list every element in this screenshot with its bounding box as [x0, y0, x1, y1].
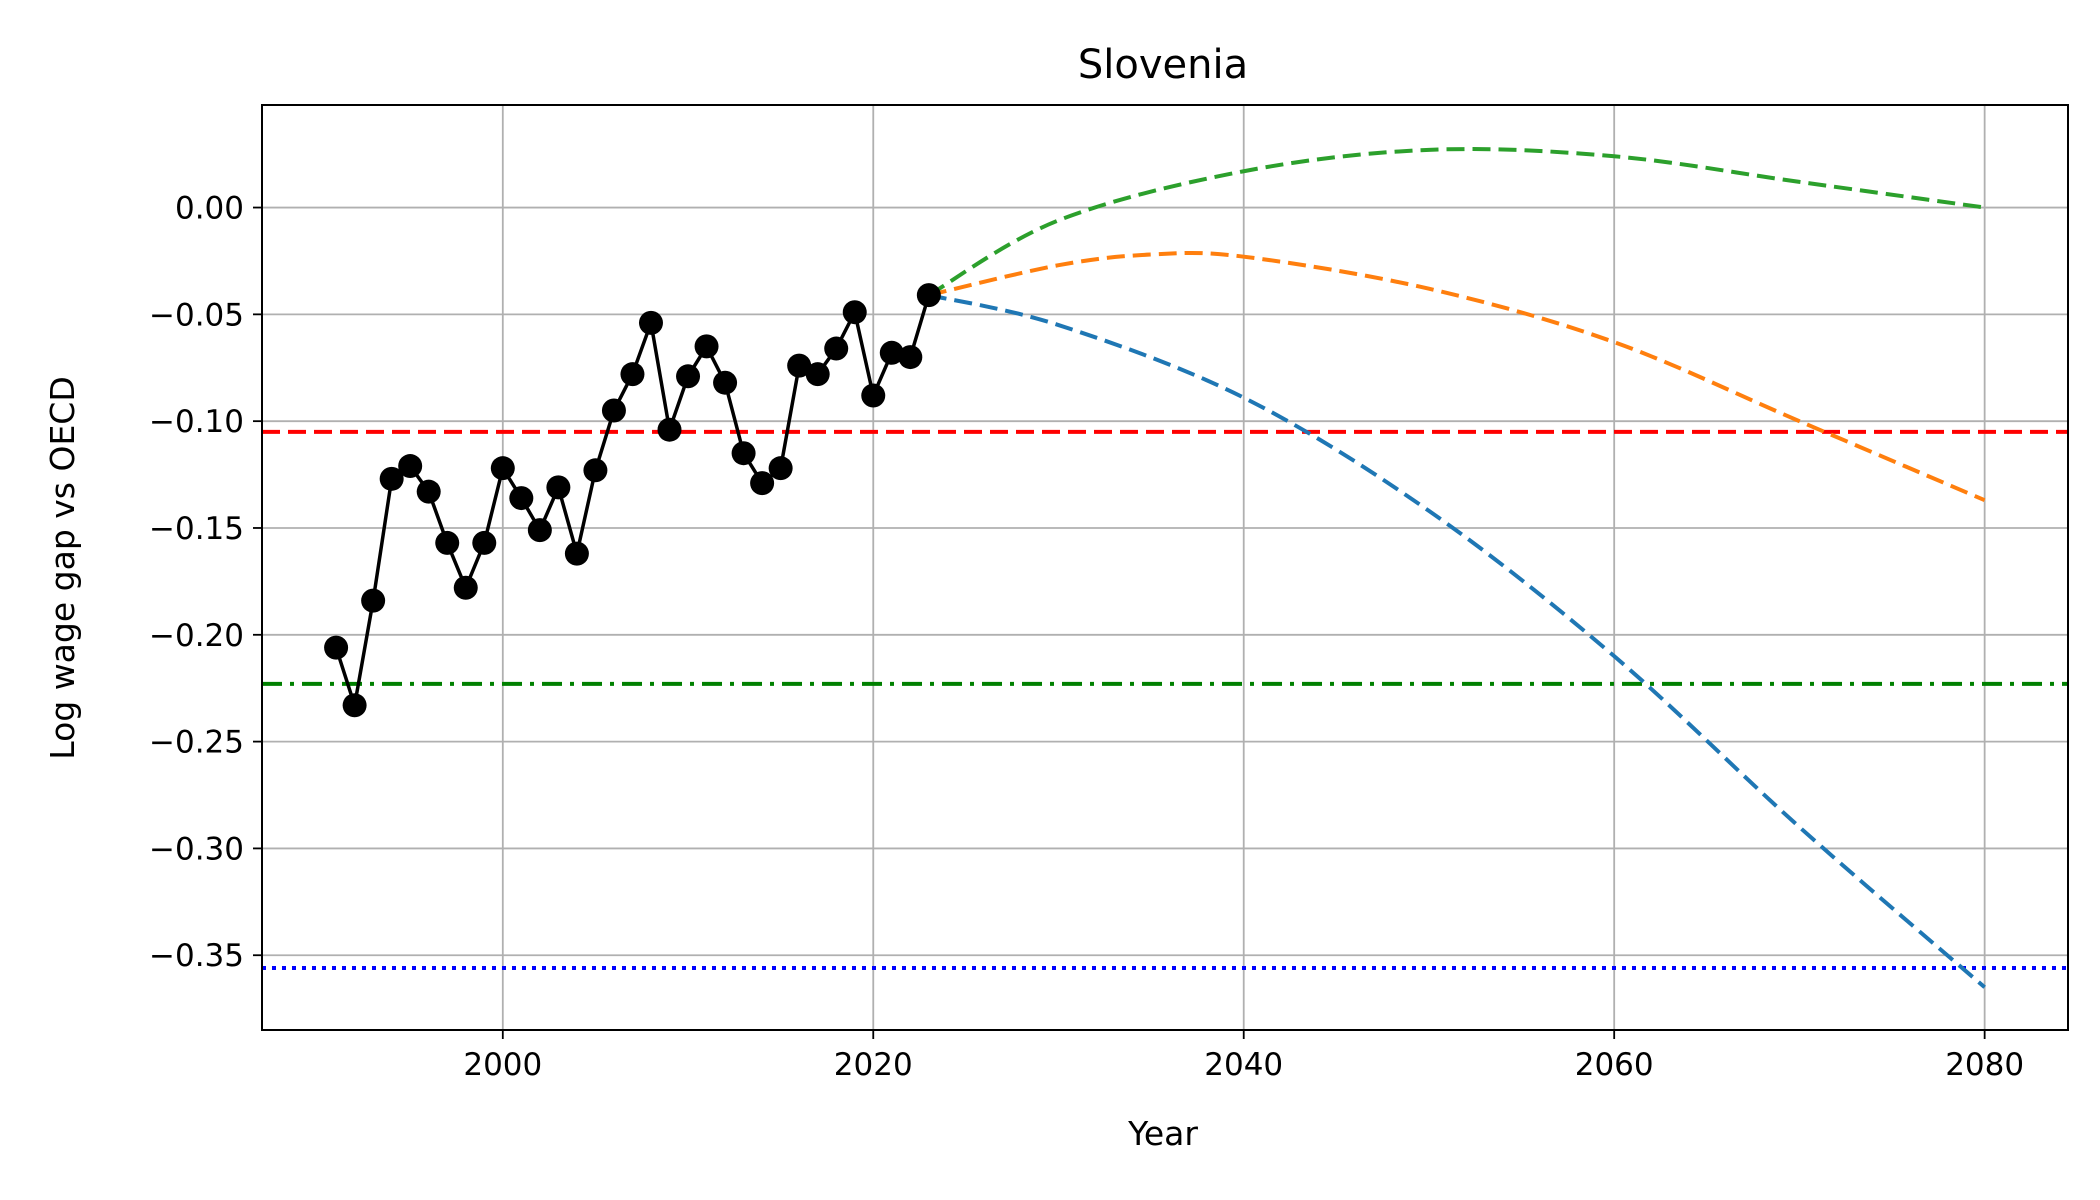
observed-data-point: [583, 458, 608, 483]
x-tick-label: 2000: [463, 1047, 542, 1083]
observed-data-point: [824, 336, 849, 361]
observed-data-point: [916, 283, 941, 308]
observed-data-point: [490, 456, 515, 481]
x-axis-label: Year: [1127, 1114, 1198, 1153]
observed-data-point: [546, 475, 571, 500]
y-tick-label: −0.10: [149, 404, 244, 440]
observed-data-point: [398, 454, 423, 479]
y-tick-label: −0.35: [149, 938, 244, 974]
reference-lines: [262, 429, 2068, 971]
observed-data-point: [787, 353, 812, 378]
observed-data-point: [713, 370, 738, 395]
observed-data-point: [861, 383, 886, 408]
observed-data-point: [601, 398, 626, 423]
chart-title: Slovenia: [1078, 42, 1248, 88]
plot-frame: [261, 104, 2069, 1031]
observed-data-point: [842, 300, 867, 325]
observed-data-point: [453, 575, 478, 600]
y-tick-label: −0.25: [149, 725, 244, 761]
observed-data-point: [509, 486, 534, 511]
observed-data-point: [324, 635, 349, 660]
observed-data-point: [879, 340, 904, 365]
observed-data-point: [657, 417, 682, 442]
x-tick-label: 2040: [1204, 1047, 1283, 1083]
observed-data-point: [750, 471, 775, 496]
observed-data-point: [638, 310, 663, 335]
tick-layer: 2000 2020 2040 2060 2080 0.00 −0.05 −0.10 −0.15 −…: [149, 191, 2024, 1083]
x-tick-label: 2060: [1575, 1047, 1654, 1083]
x-tick-label: 2080: [1945, 1047, 2024, 1083]
y-tick-label: −0.05: [149, 297, 244, 333]
observed-data-point: [898, 345, 923, 370]
observed-data-point: [361, 588, 386, 613]
grid-layer: [262, 105, 2068, 1030]
observed-data-point: [676, 364, 701, 389]
observed-data-point: [805, 362, 830, 387]
projection-series-line: [927, 147, 1985, 297]
observed-data-point: [731, 441, 756, 466]
observed-data-point: [694, 334, 719, 359]
observed-data-point: [768, 456, 793, 481]
observed-data-point: [435, 530, 460, 555]
observed-data-point: [620, 362, 645, 387]
y-tick-label: −0.20: [149, 618, 244, 654]
y-tick-label: −0.15: [149, 511, 244, 547]
observed-data-point: [564, 541, 589, 566]
projection-series-line: [928, 293, 1986, 989]
observed-data-point: [416, 479, 441, 504]
x-tick-label: 2020: [834, 1047, 913, 1083]
projection-series-line: [928, 250, 1986, 503]
observed-data-point: [379, 466, 404, 491]
observed-data-point: [342, 693, 367, 718]
y-tick-label: −0.30: [149, 831, 244, 867]
y-axis-label: Log wage gap vs OECD: [43, 376, 82, 759]
observed-data-point: [527, 518, 552, 543]
observed-data-point: [472, 530, 497, 555]
y-tick-label: 0.00: [175, 191, 244, 227]
series-layer: [324, 147, 1986, 989]
